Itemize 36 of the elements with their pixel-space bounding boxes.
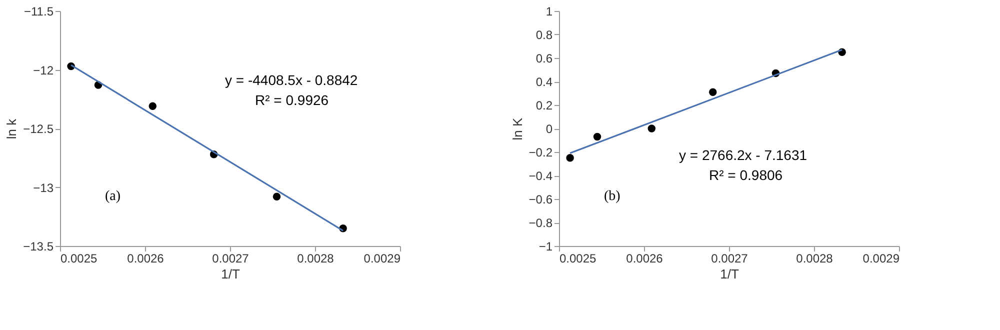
- annotation: R² = 0.9926: [255, 92, 329, 108]
- y-tick-label: −12: [33, 63, 54, 78]
- x-tick-label: 0.0025: [60, 252, 98, 266]
- y-tick-label: −12.5: [23, 122, 54, 136]
- y-tick-label: 0.4: [536, 75, 553, 89]
- y-axis-title: ln K: [510, 117, 525, 140]
- x-tick-label: 0.0028: [297, 252, 334, 266]
- annotation: y = -4408.5x - 0.8842: [225, 72, 358, 88]
- y-tick-label: 1: [546, 4, 553, 18]
- x-tick-label: 0.0026: [127, 252, 164, 266]
- x-axis-title: 1/T: [221, 266, 240, 282]
- y-tick-label: −0.4: [528, 169, 553, 183]
- y-tick-label: 0.8: [536, 28, 553, 42]
- y-tick-label: −11.5: [24, 4, 54, 18]
- y-tick-label: 0.6: [536, 52, 553, 66]
- x-axis-title: 1/T: [720, 266, 739, 282]
- y-tick-label: −13.5: [23, 240, 54, 254]
- y-axis-title: ln k: [4, 118, 20, 140]
- y-tick-label: −1: [538, 240, 553, 254]
- annotation: R² = 0.9806: [709, 167, 783, 183]
- x-tick-label: 0.0028: [796, 252, 834, 266]
- y-tick-label: −0.8: [528, 216, 553, 230]
- y-tick-label: 0.2: [536, 98, 553, 112]
- x-tick-label: 0.0027: [212, 252, 250, 266]
- x-tick-label: 0.0029: [364, 252, 401, 266]
- x-tick-label: 0.0025: [560, 252, 597, 266]
- x-tick-label: 0.0029: [862, 252, 900, 266]
- y-tick-label: 0: [546, 122, 553, 136]
- annotation: y = 2766.2x - 7.1631: [679, 147, 808, 163]
- x-tick-label: 0.0027: [711, 252, 748, 266]
- annotation: (a): [105, 189, 121, 204]
- y-tick-label: −13: [33, 180, 54, 195]
- annotation: (b): [604, 189, 621, 204]
- y-tick-label: −0.6: [528, 192, 553, 206]
- x-tick-label: 0.0026: [626, 252, 664, 266]
- y-tick-label: −0.2: [528, 146, 553, 160]
